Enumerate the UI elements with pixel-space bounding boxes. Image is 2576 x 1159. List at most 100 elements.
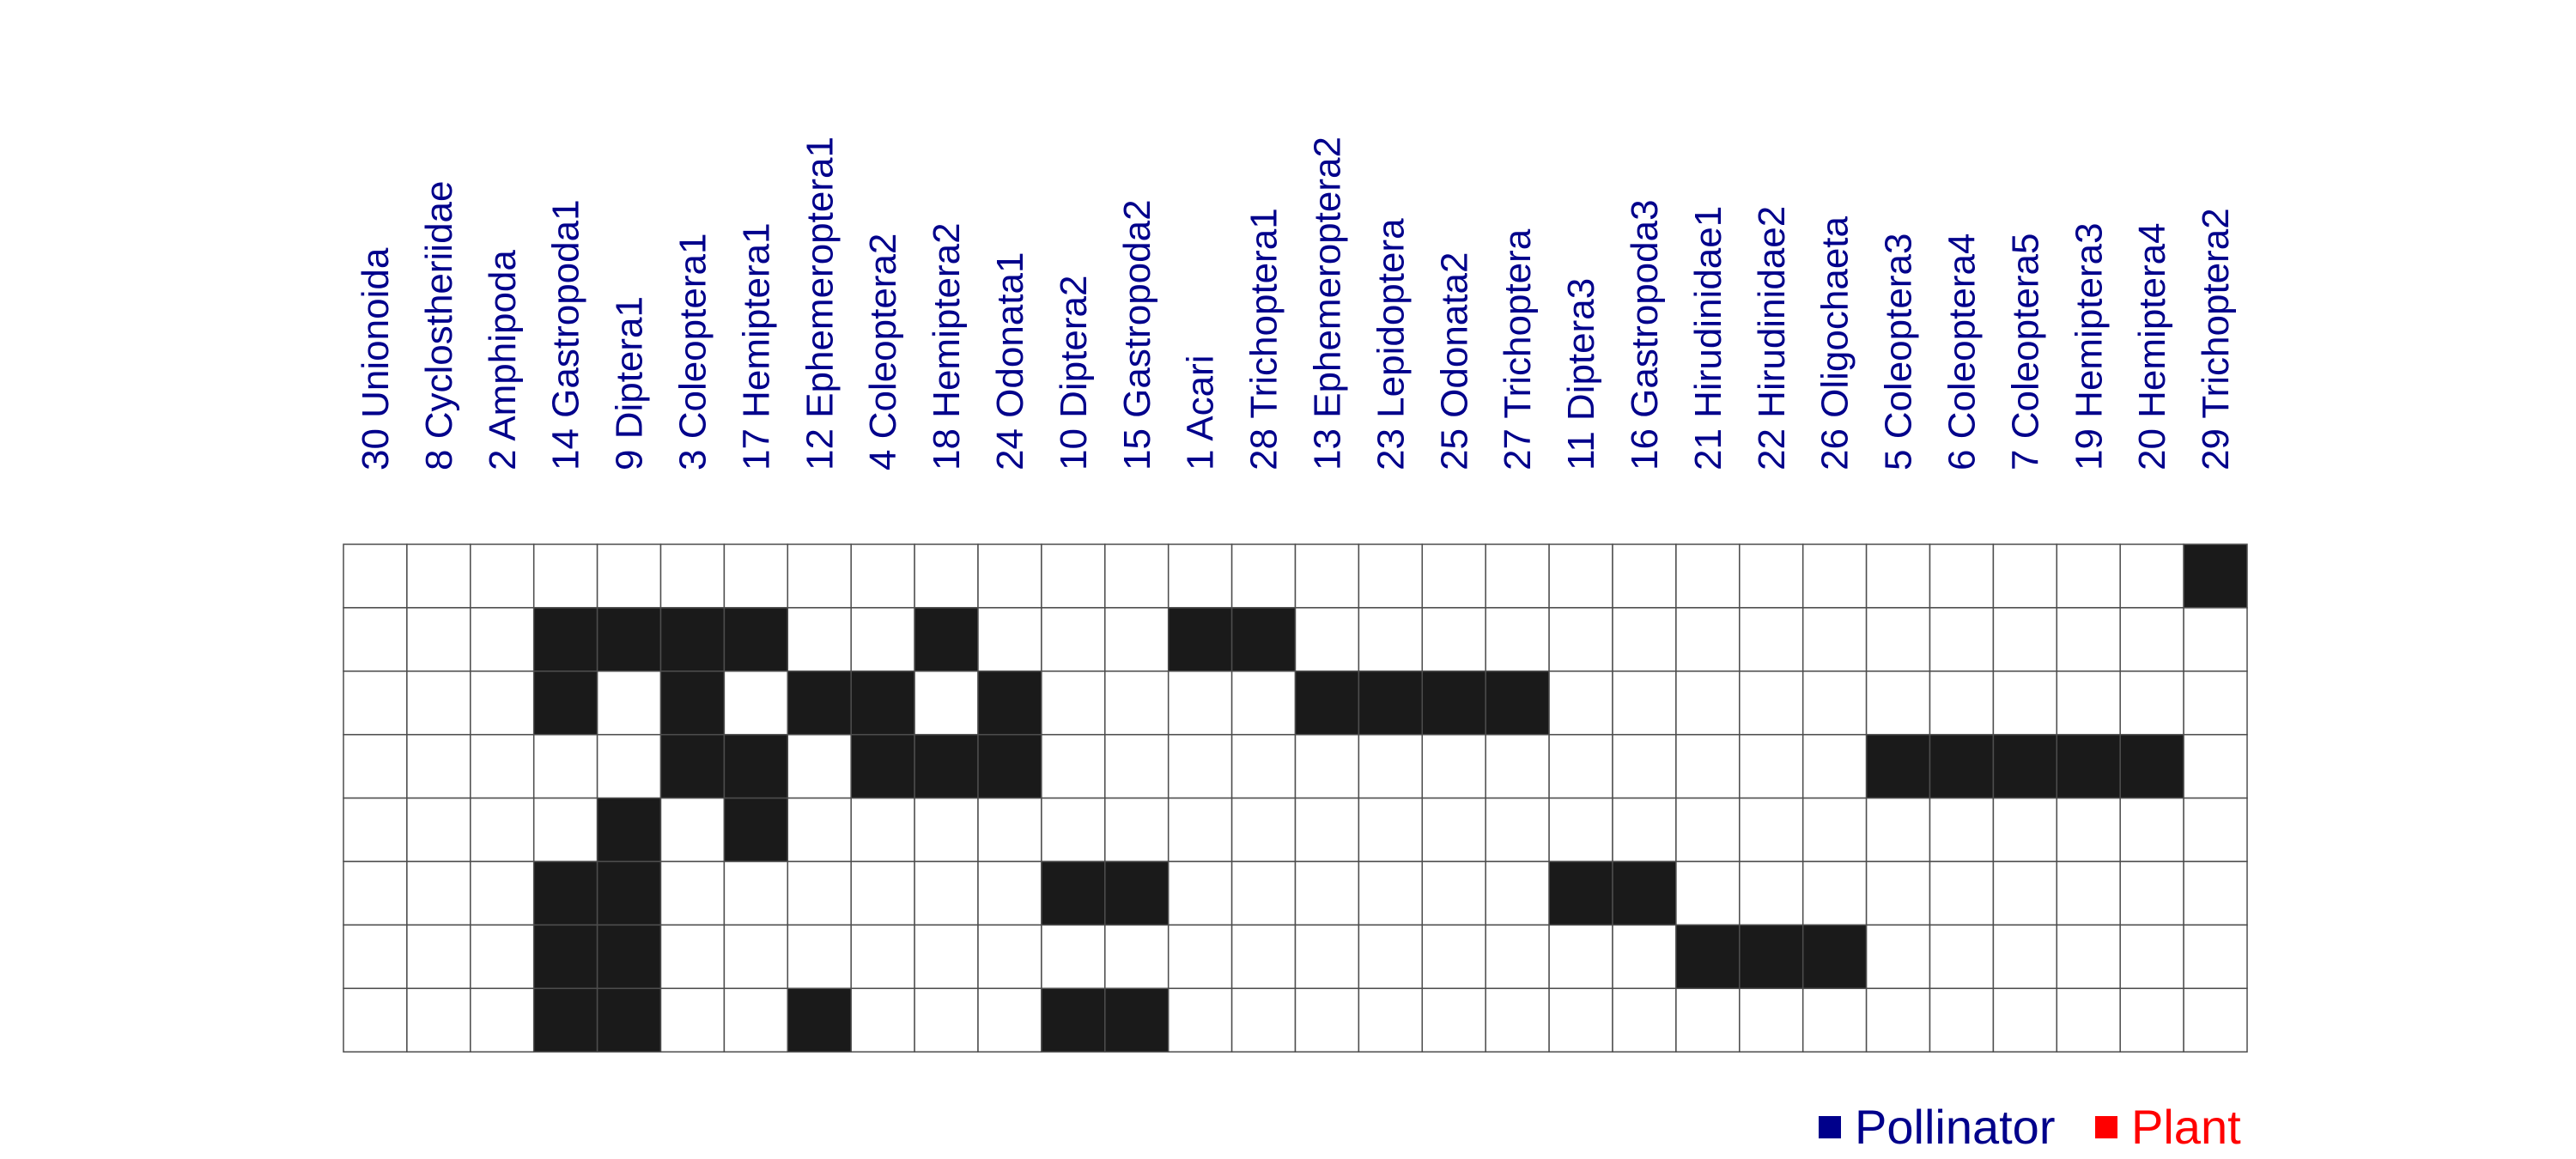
- matrix-cell-filled: [2183, 543, 2248, 609]
- matrix-cell-empty: [977, 543, 1042, 609]
- matrix-cell-empty: [1167, 987, 1233, 1053]
- matrix-cell-empty: [1739, 607, 1804, 672]
- matrix-cell-empty: [1548, 607, 1613, 672]
- legend-plant-label: Plant: [2131, 1100, 2241, 1154]
- matrix-cell-empty: [1230, 671, 1297, 736]
- matrix-cell-empty: [914, 924, 979, 990]
- matrix-cell-empty: [1739, 671, 1804, 736]
- matrix-cell-empty: [343, 797, 408, 863]
- matrix-cell-empty: [1801, 543, 1868, 609]
- matrix-cell-empty: [1675, 987, 1741, 1053]
- matrix-cell-empty: [1294, 733, 1360, 799]
- matrix-cell-empty: [406, 671, 471, 736]
- matrix-cell-empty: [2119, 671, 2184, 736]
- matrix-cell-filled: [723, 797, 789, 863]
- matrix-cell-empty: [1801, 607, 1868, 672]
- matrix-cell-empty: [1929, 543, 1995, 609]
- matrix-cell-filled: [1992, 733, 2058, 799]
- matrix-cell-empty: [659, 987, 726, 1053]
- matrix-cell-empty: [470, 987, 535, 1053]
- matrix-cell-filled: [723, 607, 789, 672]
- matrix-cell-empty: [406, 797, 471, 863]
- matrix-cell-empty: [1104, 797, 1170, 863]
- matrix-cell-empty: [470, 607, 535, 672]
- matrix-cell-empty: [977, 860, 1042, 926]
- matrix-cell-empty: [1929, 987, 1995, 1053]
- column-label: 3 Coleoptera1: [672, 234, 714, 470]
- matrix-cell-empty: [1675, 797, 1741, 863]
- matrix-cell-filled: [1612, 860, 1677, 926]
- matrix-cell-empty: [977, 607, 1042, 672]
- column-labels: 30 Unionoida 8 Cyclostheriidae 2 Amphipoda…: [355, 137, 2237, 470]
- column-label: 1 Acari: [1180, 355, 1222, 470]
- matrix-cell-empty: [1801, 671, 1868, 736]
- matrix-cell-empty: [2119, 797, 2184, 863]
- matrix-cell-empty: [659, 797, 726, 863]
- matrix-cell-empty: [1992, 671, 2058, 736]
- matrix-cell-empty: [1929, 671, 1995, 736]
- matrix-cell-empty: [1104, 607, 1170, 672]
- matrix-cell-empty: [1612, 607, 1677, 672]
- matrix-cell-empty: [1421, 733, 1486, 799]
- matrix-cell-empty: [1548, 733, 1613, 799]
- matrix-cell-filled: [2119, 733, 2184, 799]
- matrix-cell-empty: [343, 607, 408, 672]
- column-label: 8 Cyclostheriidae: [418, 181, 460, 471]
- matrix-cell-empty: [1294, 987, 1360, 1053]
- matrix-cell-empty: [1230, 987, 1297, 1053]
- matrix-cell-empty: [1992, 924, 2058, 990]
- matrix-cell-empty: [596, 733, 662, 799]
- matrix-cell-empty: [470, 797, 535, 863]
- column-label: 30 Unionoida: [355, 247, 397, 470]
- matrix-cell-empty: [1104, 733, 1170, 799]
- matrix-cell-empty: [406, 924, 471, 990]
- matrix-cell-empty: [1230, 733, 1297, 799]
- matrix-cell-empty: [1612, 924, 1677, 990]
- matrix-cell-empty: [470, 924, 535, 990]
- matrix-cell-empty: [977, 987, 1042, 1053]
- matrix-cell-empty: [977, 797, 1042, 863]
- matrix-cell-empty: [1992, 607, 2058, 672]
- matrix-cell-empty: [787, 607, 852, 672]
- matrix-cell-empty: [1230, 924, 1297, 990]
- matrix-cell-empty: [1485, 924, 1550, 990]
- matrix-cell-empty: [850, 987, 915, 1053]
- matrix-cell-empty: [1104, 924, 1170, 990]
- matrix-cell-empty: [723, 860, 789, 926]
- matrix-cell-filled: [1929, 733, 1995, 799]
- matrix-cell-filled: [596, 797, 662, 863]
- matrix-cell-empty: [977, 924, 1042, 990]
- matrix-cell-filled: [596, 987, 662, 1053]
- matrix-cell-empty: [1104, 671, 1170, 736]
- matrix-cell-empty: [2183, 797, 2248, 863]
- matrix-cell-empty: [1865, 987, 1931, 1053]
- matrix-cell-empty: [1041, 924, 1106, 990]
- column-label: 14 Gastropoda1: [545, 199, 587, 470]
- matrix-cell-empty: [1865, 607, 1931, 672]
- matrix-cell-filled: [2056, 733, 2121, 799]
- matrix-cell-filled: [1801, 924, 1868, 990]
- matrix-cell-empty: [2119, 543, 2184, 609]
- column-label: 17 Hemiptera1: [735, 222, 777, 470]
- column-label: 27 Trichoptera: [1497, 228, 1539, 470]
- matrix-cell-empty: [659, 543, 726, 609]
- column-label: 6 Coleoptera4: [1941, 234, 1983, 470]
- matrix-cell-empty: [659, 924, 726, 990]
- matrix-cell-filled: [532, 607, 598, 672]
- matrix-cell-filled: [1485, 671, 1550, 736]
- matrix-cell-empty: [1865, 797, 1931, 863]
- matrix-cell-empty: [1294, 797, 1360, 863]
- matrix-cell-empty: [850, 607, 915, 672]
- column-label: 18 Hemiptera2: [926, 222, 968, 470]
- matrix-cell-empty: [1675, 607, 1741, 672]
- matrix-cell-filled: [659, 671, 726, 736]
- matrix-cell-empty: [1041, 607, 1106, 672]
- matrix-cell-filled: [659, 607, 726, 672]
- matrix-cell-empty: [470, 543, 535, 609]
- matrix-cell-empty: [596, 543, 662, 609]
- matrix-cell-empty: [1041, 543, 1106, 609]
- matrix-cell-empty: [1739, 733, 1804, 799]
- matrix-cell-empty: [1294, 860, 1360, 926]
- matrix-cell-empty: [787, 924, 852, 990]
- matrix-cell-empty: [1612, 671, 1677, 736]
